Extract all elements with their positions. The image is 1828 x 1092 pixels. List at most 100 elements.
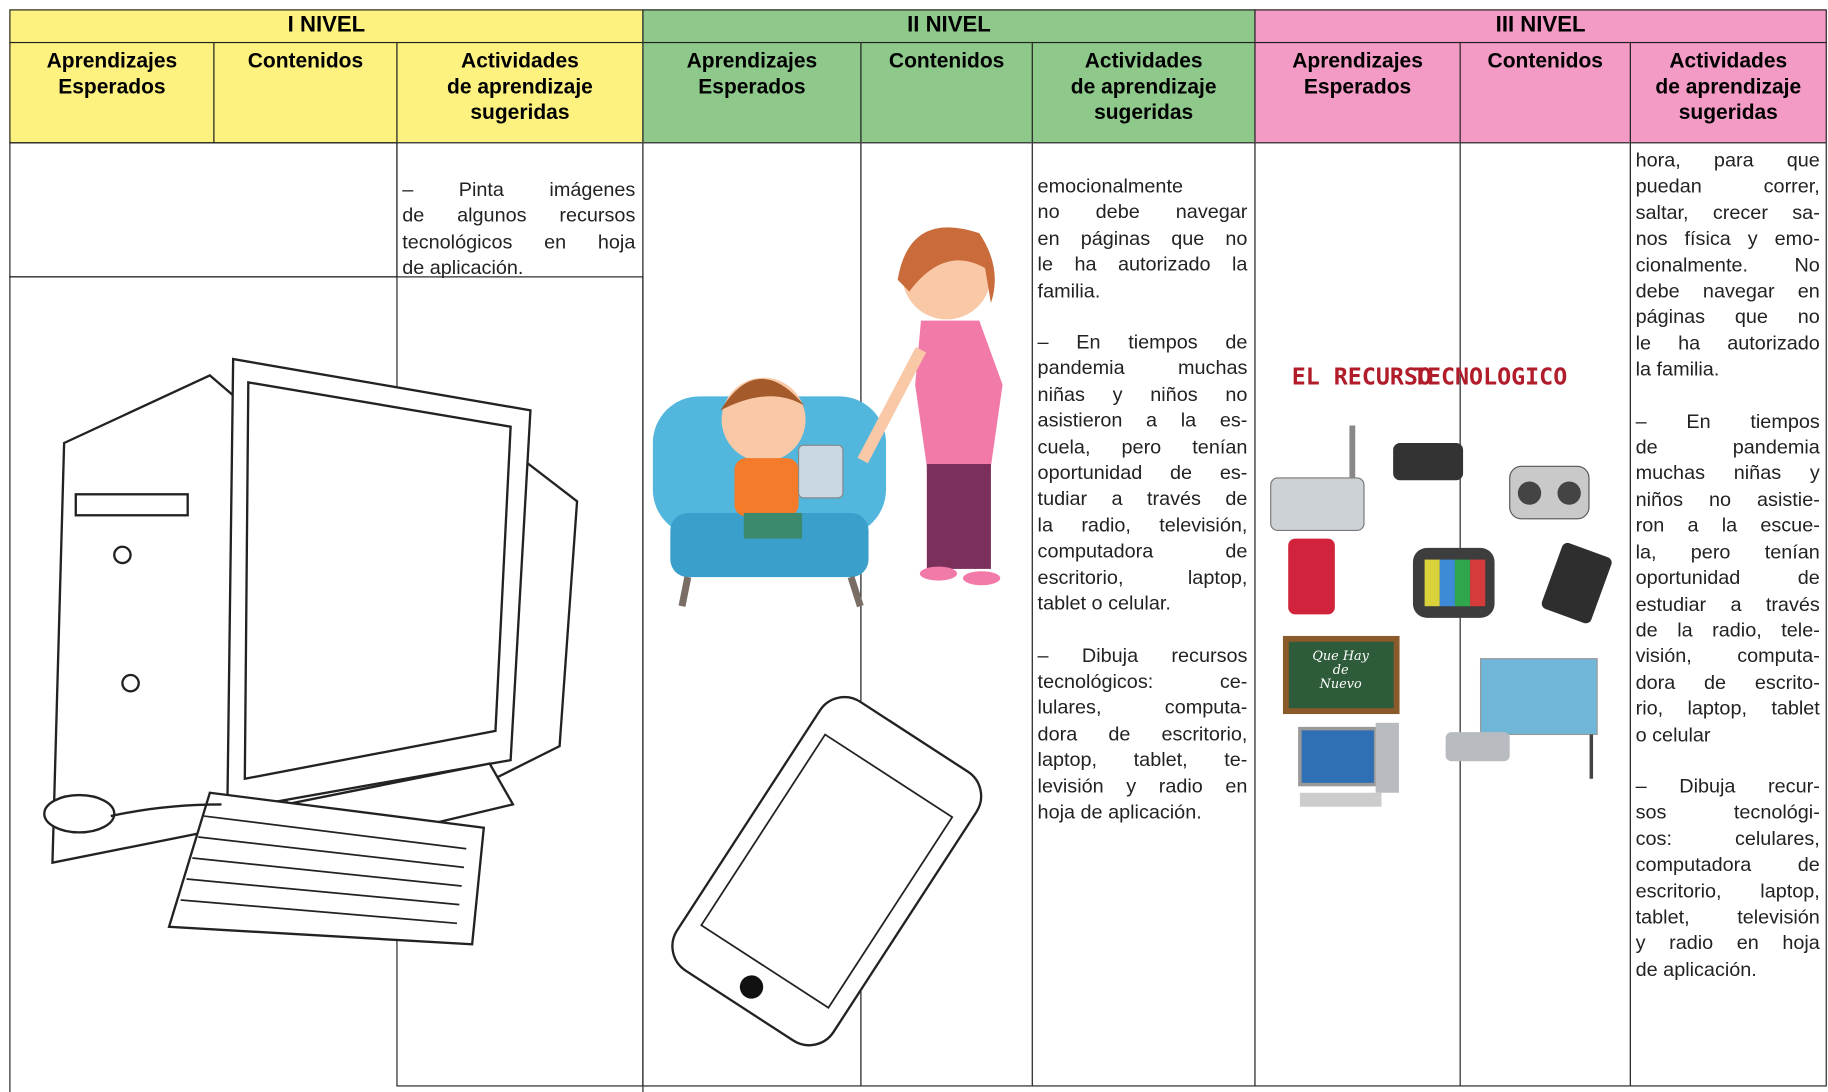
header-line: de aprendizaje xyxy=(447,74,593,98)
tv-bar xyxy=(1424,559,1440,607)
text-line: tecnológicos: ce- xyxy=(1037,670,1248,693)
column-header: Actividades de aprendizaje sugeridas xyxy=(396,41,644,144)
text-line: tablet o celular. xyxy=(1037,592,1171,615)
text-line: de algunos recursos xyxy=(402,204,636,227)
text-line: ron a la escue- xyxy=(1635,514,1820,537)
text-line: dora de escrito- xyxy=(1635,671,1820,694)
text-line: oportunidad de es- xyxy=(1037,461,1248,484)
text-line: visión, computa- xyxy=(1635,645,1820,668)
tablet xyxy=(1541,542,1612,624)
text-line: cos: celulares, xyxy=(1635,827,1820,850)
text-line: pandemia muchas xyxy=(1037,357,1248,380)
header-line: Aprendizajes xyxy=(686,48,818,73)
text-line: sos tecnológi- xyxy=(1635,801,1820,824)
desktop-keyboard xyxy=(1299,792,1382,807)
text-line: de pandemia xyxy=(1635,436,1820,459)
paragraph: – Pinta imágenes de algunos recursos tecno… xyxy=(402,177,635,281)
mother-arm xyxy=(857,347,927,464)
shoe xyxy=(962,571,1001,586)
text-line: hoja de aplicación. xyxy=(1037,800,1202,823)
text-line: no debe navegar xyxy=(1037,200,1248,224)
text-line: hora, para que xyxy=(1635,149,1820,172)
text-line: muchas niñas y xyxy=(1635,462,1820,485)
text-line: le ha autorizado xyxy=(1635,332,1820,355)
text-line: cionalmente. No xyxy=(1635,253,1820,276)
column-header: Actividades de aprendizaje sugeridas xyxy=(1629,41,1827,144)
text-line: rio, laptop, tablet xyxy=(1635,697,1820,720)
screen xyxy=(243,381,512,781)
button xyxy=(113,545,132,565)
text-line: escritorio, laptop, xyxy=(1635,879,1820,902)
tv-bar xyxy=(1470,559,1486,607)
text-line: de la radio, tele- xyxy=(1635,618,1820,642)
text-line: escritorio, laptop, xyxy=(1037,566,1248,589)
mother-pants xyxy=(926,463,991,569)
desktop-tower xyxy=(1375,722,1399,793)
speaker xyxy=(1557,481,1581,505)
chalk-text: Nuevo xyxy=(1319,677,1362,692)
text-line: computadora de xyxy=(1037,540,1248,563)
header-line: Actividades xyxy=(461,48,579,73)
text-line: levisión y radio en xyxy=(1037,774,1248,797)
header-line: Esperados xyxy=(1303,74,1412,98)
text-line: dora de escritorio, xyxy=(1037,722,1248,745)
column-header: Contenidos xyxy=(860,41,1033,144)
column-header: Contenidos xyxy=(213,41,398,144)
leg xyxy=(678,576,692,607)
header-line: Aprendizajes xyxy=(46,48,178,73)
activity-text: emocionalmente no debe navegar en páginas … xyxy=(1038,174,1248,852)
text-line: puedan correr, xyxy=(1635,175,1820,198)
text-line: – Pinta imágenes xyxy=(402,178,636,201)
level-header: II NIVEL xyxy=(642,9,1256,44)
chalkboard xyxy=(1282,635,1400,715)
text-line: la, pero tenían xyxy=(1635,540,1820,563)
chalk-text: Que Hay xyxy=(1312,649,1369,664)
column-header: Aprendizajes Esperados xyxy=(642,41,862,144)
drive-slot xyxy=(74,493,189,517)
text-line: tablet, televisión xyxy=(1635,905,1820,928)
camera xyxy=(1393,443,1464,481)
text-line: debe navegar en xyxy=(1635,279,1820,302)
column-header: Contenidos xyxy=(1459,41,1631,144)
key-row xyxy=(203,815,467,850)
column-header: Actividades de aprendizaje sugeridas xyxy=(1031,41,1256,144)
activity-text: – Pinta imágenes de algunos recursos tecno… xyxy=(402,177,635,307)
tablet xyxy=(797,444,844,499)
body-cell xyxy=(1031,142,1256,1087)
paragraph: – En tiempos de pandemia muchas niñas y ni… xyxy=(1038,330,1248,617)
text-line: de aplicación. xyxy=(402,256,524,279)
shoe xyxy=(919,566,958,581)
activity-text: hora, para que puedan correr, saltar, crec… xyxy=(1636,148,1820,1009)
header-line: de aprendizaje xyxy=(1655,74,1802,98)
text-line: lulares, computa- xyxy=(1037,696,1248,719)
header-line: de aprendizaje xyxy=(1070,74,1217,98)
phone-button xyxy=(739,975,764,999)
header-line: Esperados xyxy=(58,74,166,98)
collage-title: EL RECURSO xyxy=(1292,364,1432,391)
child-hair xyxy=(720,378,805,411)
collage-title: TECNOLOGICO xyxy=(1413,364,1567,391)
text-line: la radio, televisión, xyxy=(1037,513,1248,537)
header-line: Actividades xyxy=(1084,48,1203,73)
key-row xyxy=(192,857,462,887)
header-line: sugeridas xyxy=(470,100,570,124)
phone xyxy=(671,695,983,1047)
mother-hair xyxy=(897,227,995,304)
armchair-seat xyxy=(670,512,869,578)
text-line: – Dibuja recur- xyxy=(1635,775,1820,798)
text-line: tecnológicos en hoja xyxy=(402,230,636,253)
paragraph: – Dibuja recur-sos tecnológi-cos: celula… xyxy=(1636,774,1820,983)
text-line: de aplicación. xyxy=(1635,958,1757,981)
text-line: saltar, crecer sa- xyxy=(1635,201,1820,224)
speaker xyxy=(1517,481,1542,505)
paragraph: – En tiempos de pandemia muchas niñas y niñ… xyxy=(1636,409,1820,749)
paragraph: – Dibuja recursos tecnológicos: ce-lulare… xyxy=(1038,643,1248,826)
key-row xyxy=(180,899,458,925)
projector xyxy=(1270,477,1365,532)
header-line: Aprendizajes xyxy=(1292,48,1423,73)
body-cell xyxy=(9,276,644,1092)
tv-bar xyxy=(1454,559,1471,607)
paragraph: hora, para que puedan correr, saltar, crec… xyxy=(1636,148,1820,383)
